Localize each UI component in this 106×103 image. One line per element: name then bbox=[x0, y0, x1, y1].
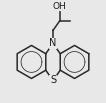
Text: OH: OH bbox=[53, 2, 66, 11]
Text: S: S bbox=[50, 75, 56, 85]
Text: N: N bbox=[49, 38, 57, 48]
